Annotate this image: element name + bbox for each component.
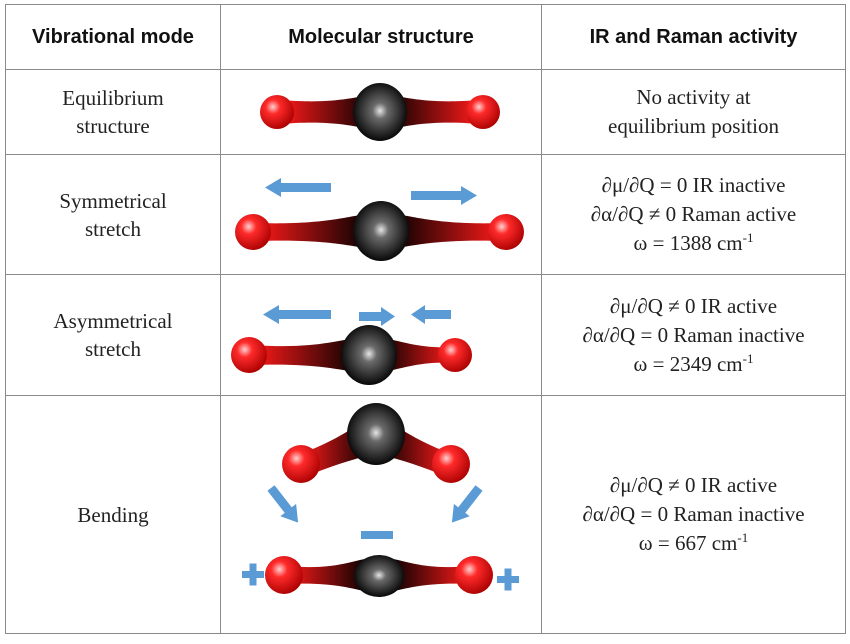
oxygen-atom-right [488,214,524,250]
arrow-down-right-icon [267,485,299,523]
oxygen-atom-left [231,337,267,373]
header-molecular-structure: Molecular structure [220,4,542,70]
plus-sign-icon [242,563,264,586]
mode-label-line: Bending [77,502,149,527]
raman-activity: ∂α/∂Q = 0 Raman inactive [582,322,805,347]
co2-equilibrium-diagram [260,83,500,141]
arrow-right-icon [359,307,395,326]
co2-asymmetric-stretch-diagram [231,305,472,385]
arrow-down-left-icon [451,485,483,523]
structure-cell-equilibrium [220,69,542,155]
vibration-table: Vibrational mode Molecular structure IR … [5,4,846,634]
co2-symmetric-stretch-diagram [235,178,524,261]
activity-cell-asymmetrical: ∂μ/∂Q ≠ 0 IR active ∂α/∂Q = 0 Raman inac… [541,274,846,396]
header-ir-raman-activity: IR and Raman activity [541,4,846,70]
activity-line: equilibrium position [608,114,779,138]
bond-right [391,213,503,249]
oxygen-atom-left [265,556,303,594]
carbon-atom [341,325,397,385]
mode-cell-bending: Bending [5,395,221,634]
mode-cell-equilibrium: Equilibrium structure [5,69,221,155]
bond-left [281,94,376,130]
raman-activity: ∂α/∂Q ≠ 0 Raman active [590,202,797,226]
ir-activity: ∂μ/∂Q = 0 IR inactive [601,173,786,197]
bond-left [287,558,369,592]
mode-label-line: stretch [85,216,141,241]
structure-cell-symmetrical [220,154,542,275]
mode-label-line: Equilibrium [62,86,164,110]
arrow-left-icon [411,305,451,324]
oxygen-atom-right [438,338,472,372]
table-row: Equilibrium structure No activity at equ… [5,69,846,155]
header-vibrational-mode: Vibrational mode [5,4,221,70]
oxygen-atom-right [466,95,500,129]
table-row: Bending [5,395,846,634]
bond-right [389,558,471,592]
mode-cell-symmetrical: Symmetrical stretch [5,154,221,275]
frequency: ω = 667 cm-1 [638,530,749,555]
ir-activity: ∂μ/∂Q ≠ 0 IR active [609,473,778,497]
minus-sign-icon [361,531,393,539]
frequency: ω = 1388 cm-1 [633,230,754,255]
table-row: Symmetrical stretch ∂μ/∂Q = 0 [5,154,846,275]
arrow-left-icon [263,305,331,324]
activity-cell-bending: ∂μ/∂Q ≠ 0 IR active ∂α/∂Q = 0 Raman inac… [541,395,846,634]
mode-label-line: stretch [85,337,141,361]
raman-activity: ∂α/∂Q = 0 Raman inactive [582,502,805,526]
plus-sign-icon [497,568,519,591]
oxygen-atom-right [455,556,493,594]
bond-right [379,337,453,373]
carbon-atom [347,403,405,465]
carbon-atom [354,555,404,597]
oxygen-atom-right [432,445,470,483]
bond-left [253,337,361,373]
mode-label-line: Asymmetrical [53,309,173,333]
activity-cell-symmetrical: ∂μ/∂Q = 0 IR inactive ∂α/∂Q ≠ 0 Raman ac… [541,154,846,275]
structure-cell-asymmetrical [220,274,542,396]
co2-bending-diagram [242,403,519,597]
bond-left [256,213,371,249]
carbon-atom [353,201,409,261]
table-row: Asymmetrical stretch [5,274,846,396]
mode-label-line: structure [76,114,150,138]
mode-label-line: Symmetrical [59,188,167,213]
oxygen-atom-left [235,214,271,250]
structure-cell-bending [220,395,542,634]
arrow-left-icon [265,178,331,197]
activity-cell-equilibrium: No activity at equilibrium position [541,69,846,155]
frequency: ω = 2349 cm-1 [633,350,754,376]
activity-line: No activity at [636,85,751,109]
ir-activity: ∂μ/∂Q ≠ 0 IR active [609,293,778,318]
bond-right [384,94,479,130]
arrow-right-icon [411,186,477,205]
oxygen-atom-left [260,95,294,129]
mode-cell-asymmetrical: Asymmetrical stretch [5,274,221,396]
carbon-atom [353,83,407,141]
oxygen-atom-left [282,445,320,483]
